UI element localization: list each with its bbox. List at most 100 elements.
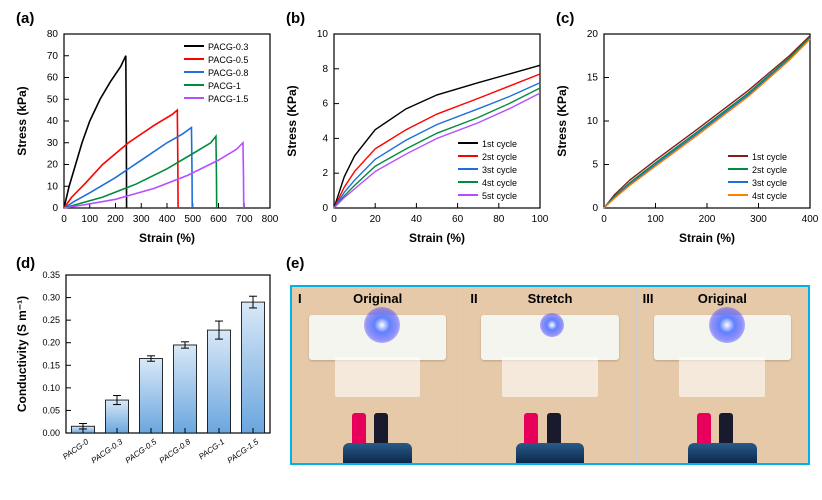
svg-text:PACG-0.5: PACG-0.5 [208, 55, 248, 65]
svg-text:70: 70 [47, 51, 59, 62]
svg-text:200: 200 [107, 214, 124, 225]
svg-text:Strain (%): Strain (%) [139, 231, 195, 245]
panel-c: (c) 010020030040005101520Strain (%)Stres… [550, 10, 820, 255]
svg-text:30: 30 [47, 138, 59, 149]
led-icon [364, 307, 400, 343]
svg-text:10: 10 [47, 181, 59, 192]
led-icon [709, 307, 745, 343]
photo-cell-2: II Stretch [464, 287, 636, 463]
svg-text:1st cycle: 1st cycle [482, 139, 517, 149]
svg-text:60: 60 [452, 214, 464, 225]
svg-text:100: 100 [532, 214, 549, 225]
svg-text:5: 5 [592, 160, 598, 171]
panel-label-d: (d) [16, 255, 35, 272]
svg-text:8: 8 [322, 64, 328, 75]
svg-text:0: 0 [601, 214, 607, 225]
svg-text:PACG-1.5: PACG-1.5 [208, 94, 248, 104]
svg-text:5st cycle: 5st cycle [482, 191, 517, 201]
svg-text:10: 10 [317, 29, 329, 40]
photo-title-3: Original [637, 291, 808, 306]
svg-text:0: 0 [52, 203, 58, 214]
photo-title-2: Stretch [464, 291, 635, 306]
svg-text:0: 0 [61, 214, 67, 225]
svg-text:6: 6 [322, 99, 328, 110]
clip-area [637, 366, 808, 463]
svg-text:800: 800 [262, 214, 279, 225]
svg-text:3st cycle: 3st cycle [482, 165, 517, 175]
photo-frame: I Original II Stretch [290, 285, 810, 465]
svg-text:PACG-1.5: PACG-1.5 [226, 437, 261, 465]
svg-text:PACG-0.5: PACG-0.5 [124, 437, 159, 465]
svg-text:PACG-0.3: PACG-0.3 [90, 437, 125, 465]
svg-text:80: 80 [47, 29, 59, 40]
svg-text:0.15: 0.15 [42, 360, 60, 370]
svg-text:60: 60 [47, 73, 59, 84]
svg-text:700: 700 [236, 214, 253, 225]
panel-label-e: (e) [286, 255, 304, 272]
svg-text:4: 4 [322, 133, 328, 144]
chart-b: 0 20 40 60 80 100 0 2 4 6 8 10 Strain (%) Stress (KPa… [280, 10, 550, 250]
svg-text:0: 0 [331, 214, 337, 225]
clip-area [292, 366, 463, 463]
svg-text:300: 300 [750, 214, 767, 225]
svg-text:0.10: 0.10 [42, 383, 60, 393]
figure-grid: (a) 010020030040050060070080001020304050… [10, 10, 812, 490]
svg-text:0.30: 0.30 [42, 293, 60, 303]
svg-text:0: 0 [592, 203, 598, 214]
svg-text:200: 200 [699, 214, 716, 225]
svg-text:PACG-0.8: PACG-0.8 [158, 437, 193, 465]
svg-text:2: 2 [322, 168, 328, 179]
led-icon [540, 313, 564, 337]
svg-text:80: 80 [493, 214, 505, 225]
svg-text:PACG-1: PACG-1 [208, 81, 241, 91]
svg-text:300: 300 [133, 214, 150, 225]
svg-text:PACG-0.3: PACG-0.3 [208, 42, 248, 52]
svg-text:Conductivity (S m⁻¹): Conductivity (S m⁻¹) [15, 296, 29, 412]
svg-text:Stress (kPa): Stress (kPa) [15, 86, 29, 155]
hand-icon [516, 443, 585, 463]
photo-cell-3: III Original [637, 287, 808, 463]
panel-label-a: (a) [16, 10, 34, 27]
svg-text:PACG-0.8: PACG-0.8 [208, 68, 248, 78]
svg-text:3st cycle: 3st cycle [752, 178, 787, 188]
svg-text:2st cycle: 2st cycle [482, 152, 517, 162]
panel-d: (d) 0.00 0.05 0.10 0.15 0.20 0.25 0.30 0.35 Cond… [10, 255, 280, 490]
svg-text:4st cycle: 4st cycle [752, 191, 787, 201]
svg-text:0.35: 0.35 [42, 270, 60, 280]
hand-icon [688, 443, 757, 463]
svg-text:0.25: 0.25 [42, 315, 60, 325]
svg-text:Stress (KPa): Stress (KPa) [555, 85, 569, 156]
svg-text:1st cycle: 1st cycle [752, 152, 787, 162]
chart-c: 010020030040005101520Strain (%)Stress (K… [550, 10, 820, 250]
svg-text:50: 50 [47, 94, 59, 105]
svg-text:0.00: 0.00 [42, 428, 60, 438]
panel-label-b: (b) [286, 10, 305, 27]
svg-text:20: 20 [370, 214, 382, 225]
panel-e: (e) I Original II Stretch [280, 255, 820, 490]
panel-b: (b) 0 20 40 60 80 100 0 2 4 6 8 10 Strain (%) Stress … [280, 10, 550, 255]
svg-text:2st cycle: 2st cycle [752, 165, 787, 175]
svg-text:0.05: 0.05 [42, 405, 60, 415]
svg-text:15: 15 [587, 73, 599, 84]
hand-icon [343, 443, 412, 463]
svg-text:10: 10 [587, 116, 599, 127]
svg-text:0: 0 [322, 203, 328, 214]
svg-text:PACG-0: PACG-0 [61, 437, 91, 461]
photo-cell-1: I Original [292, 287, 464, 463]
svg-text:Stress (KPa): Stress (KPa) [285, 85, 299, 156]
svg-text:500: 500 [184, 214, 201, 225]
svg-text:600: 600 [210, 214, 227, 225]
chart-a: 0100200300400500600700800010203040506070… [10, 10, 280, 250]
svg-text:40: 40 [411, 214, 423, 225]
svg-text:4st cycle: 4st cycle [482, 178, 517, 188]
photo-title-1: Original [292, 291, 463, 306]
panel-label-c: (c) [556, 10, 574, 27]
svg-text:20: 20 [47, 160, 59, 171]
svg-text:20: 20 [587, 29, 599, 40]
clip-area [464, 366, 635, 463]
chart-d: 0.00 0.05 0.10 0.15 0.20 0.25 0.30 0.35 Conducti… [10, 255, 280, 485]
svg-text:100: 100 [81, 214, 98, 225]
svg-text:0.20: 0.20 [42, 338, 60, 348]
svg-text:Strain (%): Strain (%) [409, 231, 465, 245]
svg-text:PACG-1: PACG-1 [197, 437, 226, 461]
